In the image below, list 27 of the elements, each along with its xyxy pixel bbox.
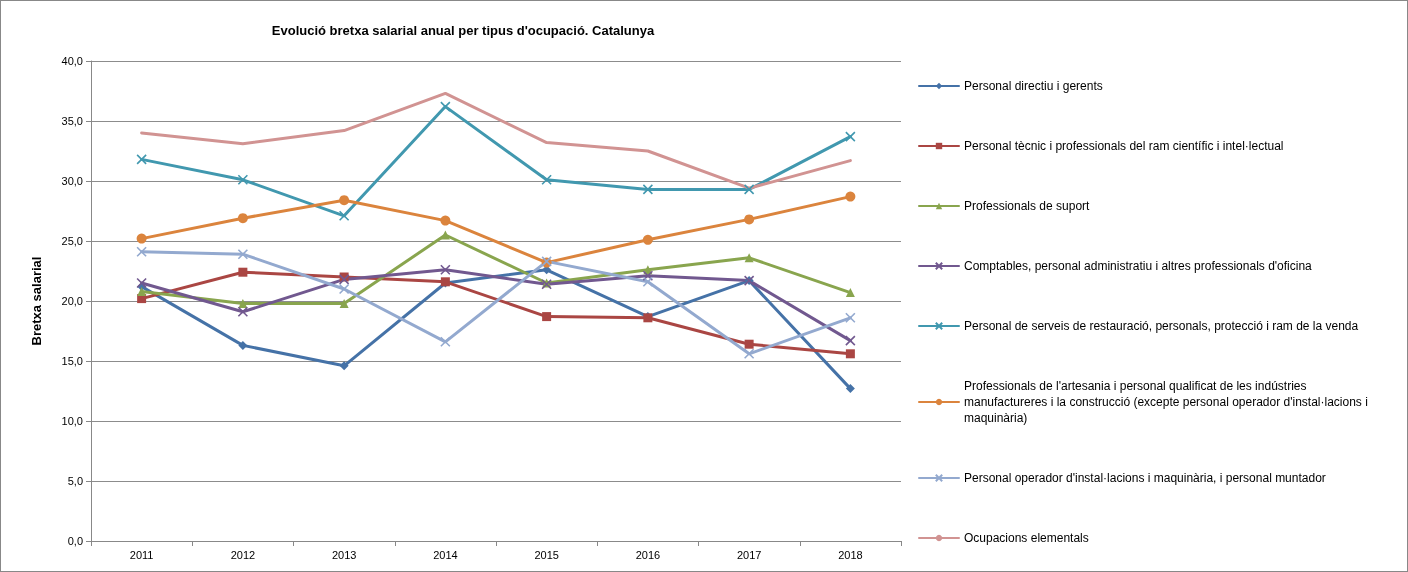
x-tick-label: 2015 (534, 548, 559, 561)
legend-label: Professionals de l'artesania i personal qualificat de les indústries manufactureres i la construcció (excepte personal operador d'instal·lacions i maquinària) (964, 379, 1372, 425)
y-tick-label: 5,0 (67, 475, 83, 487)
legend-label: Personal de serveis de restauració, personals, protecció i ram de la venda (964, 319, 1359, 333)
x-tick-label: 2017 (736, 548, 762, 561)
legend-label: Personal directiu i gerents (964, 79, 1103, 93)
x-tick-label: 2012 (230, 548, 256, 561)
y-axis-title: Bretxa salarial (29, 256, 44, 346)
x-tick-label: 2018 (838, 548, 863, 561)
x-tick-label: 2014 (433, 548, 458, 561)
x-tick-label: 2013 (331, 548, 357, 561)
legend-label: Personal operador d'instal·lacions i maquinària, i personal muntador (964, 471, 1326, 485)
chart-title: Evolució bretxa salarial anual per tipus d'ocupació. Catalunya (271, 23, 655, 38)
legend-label: Professionals de suport (964, 199, 1091, 213)
y-tick-label: 30,0 (61, 175, 83, 187)
y-tick-label: 15,0 (61, 355, 83, 367)
y-tick-label: 40,0 (61, 55, 83, 67)
x-tick-label: 2011 (129, 548, 154, 561)
y-tick-label: 20,0 (61, 295, 83, 307)
y-tick-label: 10,0 (61, 415, 83, 427)
legend-label: Comptables, personal administratiu i altres professionals d'oficina (964, 259, 1313, 273)
y-tick-label: 35,0 (61, 115, 83, 127)
legend-label: Personal tècnic i professionals del ram científic i intel·lectual (964, 139, 1284, 153)
x-tick-label: 2016 (635, 548, 661, 561)
y-tick-label: 0,0 (67, 535, 83, 547)
y-tick-label: 25,0 (61, 235, 83, 247)
legend-label: Ocupacions elementals (964, 531, 1089, 545)
